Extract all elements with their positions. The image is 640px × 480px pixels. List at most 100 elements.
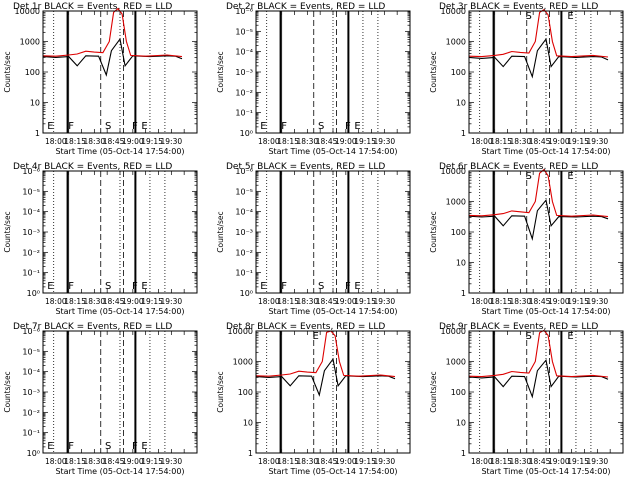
x-tick-label: 18:00 bbox=[471, 137, 493, 146]
x-tick-label: 18:45 bbox=[529, 137, 551, 146]
x-axis-label: Start Time (05-Oct-14 17:54:00) bbox=[481, 307, 610, 316]
panel-title: Det 6r BLACK = Events, RED = LLD bbox=[439, 162, 598, 172]
y-tick-label: 10000 bbox=[441, 167, 466, 176]
panel-title: Det 4r BLACK = Events, RED = LLD bbox=[13, 162, 172, 172]
x-tick-label: 19:00 bbox=[335, 137, 357, 146]
x-tick-label: 18:15 bbox=[277, 297, 299, 306]
y-tick-label: 10⁻⁶ bbox=[22, 167, 40, 176]
x-tick-label: 18:45 bbox=[316, 137, 338, 146]
y-tick-label: 100 bbox=[238, 388, 253, 397]
x-tick-label: 19:30 bbox=[374, 297, 396, 306]
panel-title: Det 1r BLACK = Events, RED = LLD bbox=[13, 2, 172, 12]
y-axis-label: Counts/sec bbox=[216, 371, 225, 412]
y-tick-label: 10⁻² bbox=[235, 248, 253, 257]
orbit-marker-label: F bbox=[132, 441, 138, 452]
orbit-marker-label: E bbox=[354, 121, 360, 132]
detector-panel-5: Det 5r BLACK = Events, RED = LLD 10⁰ 10⁻¹ 1… bbox=[216, 162, 411, 316]
x-tick-label: 19:00 bbox=[122, 137, 144, 146]
y-tick-label: 10⁻³ bbox=[22, 388, 40, 397]
orbit-marker-label: E bbox=[47, 281, 53, 292]
orbit-marker-label: S bbox=[105, 441, 111, 452]
detector-panel-9: Det 9r BLACK = Events, RED = LLD 1 10 100 10… bbox=[429, 322, 624, 476]
x-tick-label: 19:00 bbox=[548, 137, 570, 146]
orbit-marker-label: F bbox=[281, 281, 287, 292]
orbit-marker-label: S bbox=[525, 171, 531, 182]
y-tick-label: 10000 bbox=[15, 7, 40, 16]
y-tick-label: 10⁻² bbox=[22, 248, 40, 257]
orbit-marker-label: S bbox=[105, 121, 111, 132]
x-axis-label: Start Time (05-Oct-14 17:54:00) bbox=[481, 467, 610, 476]
y-tick-label: 10⁻³ bbox=[22, 228, 40, 237]
y-tick-label: 1 bbox=[35, 129, 40, 138]
y-tick-label: 1 bbox=[248, 449, 253, 458]
y-tick-label: 1000 bbox=[446, 198, 466, 207]
y-tick-label: 10⁻³ bbox=[235, 68, 253, 77]
orbit-marker-label: F bbox=[68, 121, 74, 132]
x-tick-label: 18:15 bbox=[64, 457, 86, 466]
x-tick-label: 18:45 bbox=[103, 457, 125, 466]
y-tick-label: 10 bbox=[456, 259, 466, 268]
x-tick-label: 19:00 bbox=[548, 457, 570, 466]
x-tick-label: 18:45 bbox=[316, 297, 338, 306]
y-tick-label: 10000 bbox=[228, 327, 253, 336]
x-tick-label: 18:30 bbox=[297, 297, 319, 306]
y-tick-label: 10⁻⁴ bbox=[22, 208, 40, 217]
orbit-marker-label: E bbox=[260, 281, 266, 292]
orbit-marker-label: E bbox=[260, 121, 266, 132]
orbit-marker-label: E bbox=[567, 171, 573, 182]
x-axis-label: Start Time (05-Oct-14 17:54:00) bbox=[268, 467, 397, 476]
y-tick-label: 1000 bbox=[446, 358, 466, 367]
x-tick-label: 19:15 bbox=[567, 137, 589, 146]
x-tick-label: 18:00 bbox=[258, 137, 280, 146]
x-axis-label: Start Time (05-Oct-14 17:54:00) bbox=[268, 307, 397, 316]
x-tick-label: 18:15 bbox=[490, 457, 512, 466]
x-tick-label: 19:15 bbox=[141, 297, 163, 306]
y-tick-label: 10⁻² bbox=[235, 88, 253, 97]
x-tick-label: 18:00 bbox=[258, 297, 280, 306]
x-tick-label: 18:15 bbox=[64, 297, 86, 306]
orbit-marker-label: F bbox=[132, 121, 138, 132]
y-tick-label: 10⁰ bbox=[27, 449, 40, 458]
orbit-marker-label: E bbox=[141, 121, 147, 132]
y-axis-label: Counts/sec bbox=[3, 51, 12, 92]
orbit-marker-label: F bbox=[281, 121, 287, 132]
x-tick-label: 18:00 bbox=[45, 297, 67, 306]
x-tick-label: 19:00 bbox=[122, 457, 144, 466]
detector-panel-3: Det 3r BLACK = Events, RED = LLD 1 10 100 10… bbox=[429, 2, 624, 156]
x-tick-label: 19:00 bbox=[122, 297, 144, 306]
x-tick-label: 18:00 bbox=[45, 457, 67, 466]
x-tick-label: 18:00 bbox=[45, 137, 67, 146]
x-tick-label: 19:30 bbox=[374, 137, 396, 146]
orbit-marker-label: E bbox=[354, 281, 360, 292]
detector-panel-6: Det 6r BLACK = Events, RED = LLD 1 10 100 10… bbox=[429, 162, 624, 316]
plot-frame bbox=[468, 10, 624, 134]
x-tick-label: 18:30 bbox=[84, 137, 106, 146]
detector-panel-8: Det 8r BLACK = Events, RED = LLD 1 10 100 10… bbox=[216, 322, 411, 476]
x-tick-label: 19:00 bbox=[335, 297, 357, 306]
y-tick-label: 10⁻³ bbox=[235, 228, 253, 237]
orbit-marker-label: E bbox=[567, 331, 573, 342]
x-axis-label: Start Time (05-Oct-14 17:54:00) bbox=[481, 147, 610, 156]
detector-panel-4: Det 4r BLACK = Events, RED = LLD 10⁰ 10⁻¹ 1… bbox=[3, 162, 198, 316]
orbit-marker-label: E bbox=[47, 121, 53, 132]
x-tick-label: 18:00 bbox=[471, 297, 493, 306]
x-tick-label: 18:30 bbox=[510, 297, 532, 306]
panel-title: Det 7r BLACK = Events, RED = LLD bbox=[13, 322, 172, 332]
y-tick-label: 10 bbox=[456, 419, 466, 428]
x-axis-label: Start Time (05-Oct-14 17:54:00) bbox=[268, 147, 397, 156]
x-tick-label: 18:30 bbox=[84, 297, 106, 306]
x-tick-label: 18:45 bbox=[316, 457, 338, 466]
plot-frame bbox=[255, 10, 411, 134]
y-tick-label: 10 bbox=[456, 99, 466, 108]
y-tick-label: 10⁻⁶ bbox=[22, 327, 40, 336]
x-tick-label: 18:00 bbox=[471, 457, 493, 466]
y-tick-label: 10 bbox=[30, 99, 40, 108]
events-series-line bbox=[255, 357, 396, 397]
x-axis-label: Start Time (05-Oct-14 17:54:00) bbox=[55, 307, 184, 316]
y-axis-label: Counts/sec bbox=[429, 211, 438, 252]
panel-title: Det 9r BLACK = Events, RED = LLD bbox=[439, 322, 598, 332]
orbit-marker-label: F bbox=[345, 121, 351, 132]
x-tick-label: 19:15 bbox=[141, 457, 163, 466]
detector-panel-2: Det 2r BLACK = Events, RED = LLD 10⁰ 10⁻¹ 1… bbox=[216, 2, 411, 156]
orbit-marker-label: S bbox=[525, 331, 531, 342]
